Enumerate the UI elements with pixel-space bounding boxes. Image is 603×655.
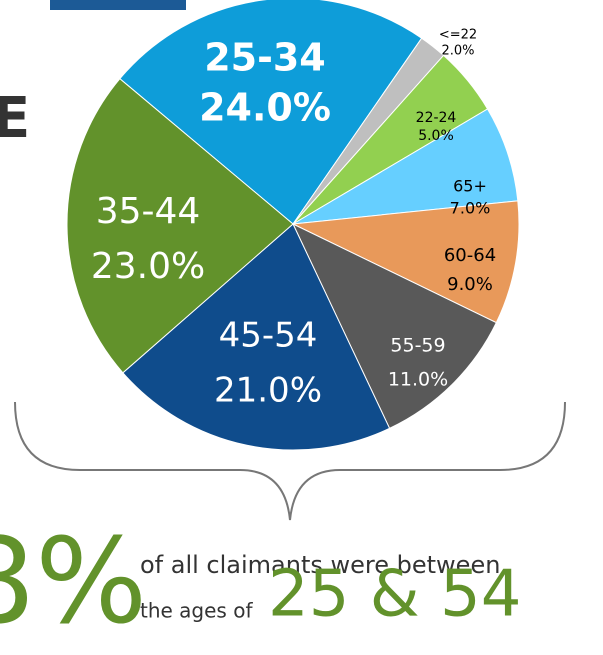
pie-slice <box>122 223 391 451</box>
slice-category: 45-54 <box>219 316 318 356</box>
slice-category: 60-64 <box>444 245 496 266</box>
slice-value-label: 23.0% <box>91 246 205 287</box>
heading-fragment: E <box>0 86 30 151</box>
slice-category: 25-34 <box>204 36 326 80</box>
callout-line2: the ages of <box>140 599 253 623</box>
callout-line1: of all claimants were between <box>140 551 500 579</box>
slice-category: 35-44 <box>96 191 201 232</box>
slice-category: 55-59 <box>390 335 445 357</box>
slice-category: <=22 <box>439 28 477 43</box>
callout-range: 25 & 54 <box>268 558 521 632</box>
slice-value-label: 21.0% <box>214 371 322 411</box>
header-bar <box>50 0 186 10</box>
slice-value-label: 2.0% <box>441 44 474 59</box>
slice-value-label: 7.0% <box>450 199 491 218</box>
big-number: 8% <box>0 512 147 650</box>
slice-value-label: 24.0% <box>199 86 331 130</box>
slice-value-label: 5.0% <box>418 128 454 144</box>
pie: 25-34 24.0% <=222.0% 22-24 5.0% 65+ 7.0% 60-64 9… <box>66 0 520 451</box>
pie-slice <box>291 200 520 324</box>
slice-value-label: 9.0% <box>447 274 493 295</box>
slice-value-label: 11.0% <box>388 369 448 391</box>
pie-slice <box>119 0 423 225</box>
pie-slice <box>66 78 294 374</box>
slice-category: 22-24 <box>416 110 457 126</box>
slice-category: 65+ <box>453 177 487 196</box>
brace <box>14 401 566 521</box>
pie-slice <box>291 222 497 429</box>
